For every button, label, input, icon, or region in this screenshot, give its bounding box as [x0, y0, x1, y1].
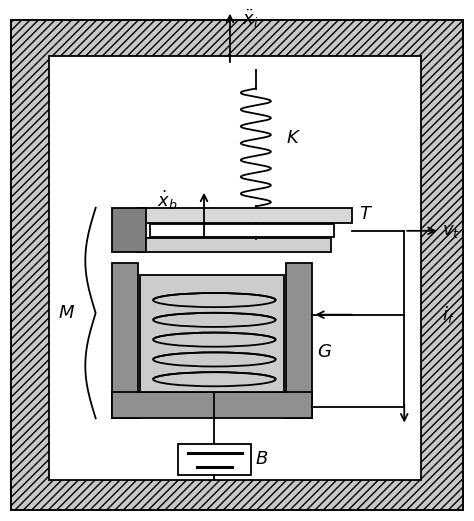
Ellipse shape	[153, 332, 276, 346]
Text: $\dot{x}_b$: $\dot{x}_b$	[157, 189, 178, 212]
Bar	[112, 263, 138, 418]
Bar	[138, 208, 353, 223]
Ellipse shape	[153, 293, 276, 307]
Text: B: B	[256, 450, 268, 468]
Ellipse shape	[153, 352, 276, 366]
Ellipse shape	[153, 372, 276, 386]
Bar	[48, 56, 421, 479]
Text: M: M	[59, 304, 74, 322]
Text: $i_f$: $i_f$	[442, 304, 455, 325]
Ellipse shape	[153, 313, 276, 327]
Text: K: K	[286, 129, 298, 147]
Bar	[112, 392, 312, 418]
Bar	[286, 263, 312, 418]
Bar	[140, 275, 284, 392]
Bar	[178, 444, 251, 475]
Text: T: T	[359, 205, 371, 224]
Bar	[138, 239, 331, 252]
Bar	[112, 208, 146, 252]
Bar	[150, 224, 334, 237]
Text: $v_t$: $v_t$	[442, 222, 460, 240]
Text: $\ddot{x}_i$: $\ddot{x}_i$	[242, 8, 258, 30]
Text: G: G	[317, 343, 331, 362]
